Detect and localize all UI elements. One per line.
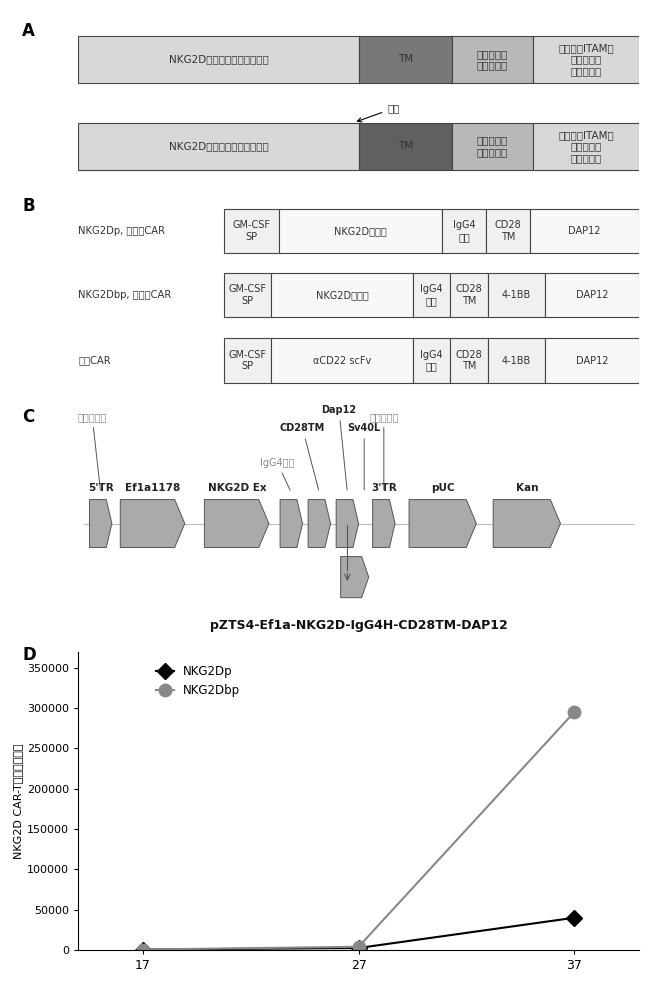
Text: NKG2D受体细胞外抗原结合区: NKG2D受体细胞外抗原结合区	[169, 141, 268, 151]
Polygon shape	[493, 500, 561, 547]
Text: 具有一个ITAM的
细胞内信号
传导结构域: 具有一个ITAM的 细胞内信号 传导结构域	[558, 43, 614, 76]
Text: TM: TM	[398, 54, 413, 64]
Text: Ef1a1178: Ef1a1178	[125, 483, 181, 493]
Text: αCD22 scFv: αCD22 scFv	[313, 356, 371, 366]
Text: NKG2Dp, 第一代CAR: NKG2Dp, 第一代CAR	[78, 226, 165, 236]
Text: NKG2D胞外域: NKG2D胞外域	[316, 290, 368, 300]
Text: 核心绝缘子: 核心绝缘子	[78, 412, 107, 490]
Text: DAP12: DAP12	[568, 226, 600, 236]
Polygon shape	[409, 500, 477, 547]
Bar	[413, 273, 451, 317]
Bar	[452, 123, 533, 170]
Polygon shape	[336, 500, 359, 547]
Bar	[359, 123, 452, 170]
Bar	[271, 273, 413, 317]
Text: 3'TR: 3'TR	[371, 483, 396, 493]
Text: D: D	[22, 646, 36, 664]
Legend: NKG2Dp, NKG2Dbp: NKG2Dp, NKG2Dbp	[151, 661, 245, 702]
Bar	[224, 338, 271, 383]
Polygon shape	[280, 500, 303, 547]
Polygon shape	[308, 500, 331, 547]
Text: Kan: Kan	[516, 483, 538, 493]
Text: IgG4
铰链: IgG4 铰链	[420, 284, 443, 306]
Text: IgG4
铰链: IgG4 铰链	[453, 220, 475, 242]
Bar	[544, 338, 639, 383]
Polygon shape	[120, 500, 185, 547]
Bar	[224, 273, 271, 317]
Text: 4-1BB: 4-1BB	[502, 290, 531, 300]
NKG2Dp	[570, 912, 578, 924]
Bar	[271, 338, 413, 383]
NKG2Dp	[139, 944, 147, 956]
Polygon shape	[89, 500, 112, 547]
Text: 4-1BB: 4-1BB	[502, 356, 531, 366]
Text: CD28TM: CD28TM	[280, 423, 325, 490]
Bar	[530, 209, 639, 253]
Y-axis label: NKG2D CAR-T细胞扩增倍数: NKG2D CAR-T细胞扩增倍数	[13, 743, 23, 859]
Text: 具有一个ITAM的
细胞内信号
传导结构域: 具有一个ITAM的 细胞内信号 传导结构域	[558, 130, 614, 163]
Bar	[533, 36, 639, 83]
Text: IgG4铰链: IgG4铰链	[260, 458, 295, 490]
Text: A: A	[22, 22, 35, 40]
Bar	[452, 36, 533, 83]
Text: DAP12: DAP12	[576, 356, 608, 366]
Text: pZTS4-Ef1a-NKG2D-IgG4H-CD28TM-DAP12: pZTS4-Ef1a-NKG2D-IgG4H-CD28TM-DAP12	[210, 619, 507, 632]
Text: NKG2D Ex: NKG2D Ex	[207, 483, 266, 493]
NKG2Dbp	[139, 944, 147, 956]
NKG2Dbp	[355, 941, 363, 953]
Text: 5'TR: 5'TR	[88, 483, 113, 493]
Line: NKG2Dbp: NKG2Dbp	[137, 706, 580, 956]
Polygon shape	[340, 557, 368, 598]
Text: CD28
TM: CD28 TM	[456, 284, 482, 306]
Text: DAP12: DAP12	[576, 290, 608, 300]
Text: GM-CSF
SP: GM-CSF SP	[229, 284, 267, 306]
Bar	[488, 273, 544, 317]
Text: B: B	[22, 197, 35, 215]
Bar	[443, 209, 486, 253]
Text: TM: TM	[398, 141, 413, 151]
Text: Dap12: Dap12	[321, 405, 357, 490]
Text: 共刺激信号
传导结构域: 共刺激信号 传导结构域	[477, 136, 508, 157]
Text: 铰链: 铰链	[357, 103, 400, 122]
Text: NKG2D胞外域: NKG2D胞外域	[334, 226, 387, 236]
Text: 对照CAR: 对照CAR	[78, 356, 111, 366]
Text: CD28
TM: CD28 TM	[456, 350, 482, 371]
NKG2Dp	[355, 942, 363, 954]
Bar	[413, 338, 451, 383]
Bar	[78, 123, 359, 170]
Text: C: C	[22, 408, 35, 426]
Text: GM-CSF
SP: GM-CSF SP	[229, 350, 267, 371]
Bar	[78, 36, 359, 83]
Bar	[224, 209, 278, 253]
Text: CD28
TM: CD28 TM	[495, 220, 522, 242]
Bar	[359, 36, 452, 83]
Bar	[451, 273, 488, 317]
Text: 核心绝缘子: 核心绝缘子	[369, 412, 398, 490]
Text: NKG2D受体细胞外抗原结合区: NKG2D受体细胞外抗原结合区	[169, 54, 268, 64]
NKG2Dbp	[570, 706, 578, 718]
Bar	[488, 338, 544, 383]
Text: NKG2Dbp, 第二代CAR: NKG2Dbp, 第二代CAR	[78, 290, 171, 300]
Bar	[544, 273, 639, 317]
Bar	[486, 209, 530, 253]
Polygon shape	[205, 500, 269, 547]
Polygon shape	[373, 500, 395, 547]
Text: pUC: pUC	[431, 483, 454, 493]
Line: NKG2Dp: NKG2Dp	[138, 912, 580, 955]
Bar	[278, 209, 443, 253]
Bar	[451, 338, 488, 383]
Bar	[533, 123, 639, 170]
Text: Sv40L: Sv40L	[348, 423, 381, 490]
Text: IgG4
铰链: IgG4 铰链	[420, 350, 443, 371]
Text: GM-CSF
SP: GM-CSF SP	[232, 220, 271, 242]
Text: 共刺激信号
传导结构域: 共刺激信号 传导结构域	[477, 49, 508, 70]
